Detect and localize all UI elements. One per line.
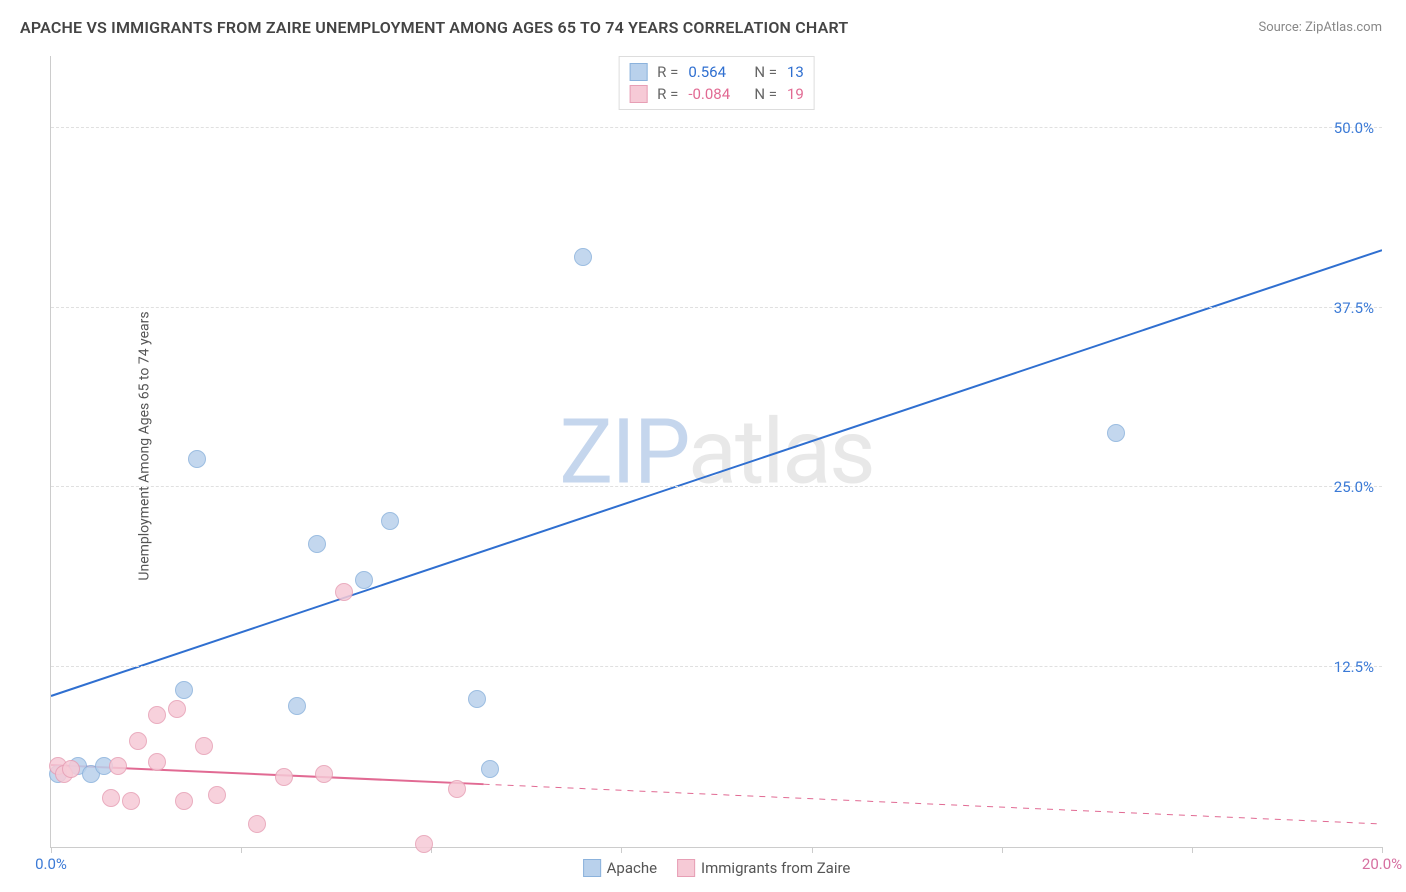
watermark: ZIPatlas (559, 399, 873, 504)
watermark-zip: ZIP (559, 399, 688, 504)
r-value-zaire: -0.084 (688, 85, 744, 103)
data-point-zaire (148, 706, 166, 724)
data-point-zaire (102, 789, 120, 807)
x-tick-label: 20.0% (1362, 855, 1402, 873)
legend-label-zaire: Immigrants from Zaire (701, 859, 850, 877)
data-point-apache (355, 571, 373, 589)
data-point-zaire (175, 792, 193, 810)
legend-stats-row-zaire: R = -0.084 N = 19 (629, 83, 804, 105)
n-label: N = (754, 85, 777, 103)
grid-line (51, 127, 1382, 128)
trend-lines (51, 56, 1382, 847)
x-tick (1382, 847, 1383, 853)
chart-title: APACHE VS IMMIGRANTS FROM ZAIRE UNEMPLOY… (20, 18, 848, 37)
y-tick-label: 12.5% (1334, 658, 1374, 676)
data-point-zaire (109, 757, 127, 775)
source-label: Source: ZipAtlas.com (1258, 20, 1382, 35)
data-point-zaire (168, 700, 186, 718)
data-point-apache (188, 450, 206, 468)
y-tick-label: 25.0% (1334, 478, 1374, 496)
legend-stats: R = 0.564 N = 13 R = -0.084 N = 19 (618, 56, 815, 110)
legend-item-zaire: Immigrants from Zaire (677, 859, 850, 877)
grid-line (51, 307, 1382, 308)
swatch-zaire (629, 85, 647, 103)
data-point-apache (175, 681, 193, 699)
n-value-zaire: 19 (787, 85, 804, 103)
data-point-zaire (335, 583, 353, 601)
data-point-zaire (62, 760, 80, 778)
x-tick (51, 847, 52, 853)
n-value-apache: 13 (787, 63, 804, 81)
data-point-apache (468, 690, 486, 708)
data-point-zaire (129, 732, 147, 750)
legend-label-apache: Apache (607, 859, 657, 877)
grid-line (51, 666, 1382, 667)
r-label: R = (657, 85, 678, 103)
data-point-zaire (122, 792, 140, 810)
legend-item-apache: Apache (583, 859, 657, 877)
data-point-zaire (248, 815, 266, 833)
data-point-apache (481, 760, 499, 778)
n-label: N = (754, 63, 777, 81)
data-point-apache (1107, 424, 1125, 442)
data-point-zaire (195, 737, 213, 755)
data-point-zaire (275, 768, 293, 786)
data-point-apache (288, 697, 306, 715)
y-tick-label: 50.0% (1334, 119, 1374, 137)
data-point-zaire (148, 753, 166, 771)
plot-area: ZIPatlas R = 0.564 N = 13 R = -0.084 N =… (50, 56, 1382, 848)
data-point-zaire (448, 780, 466, 798)
x-tick (1002, 847, 1003, 853)
x-tick (241, 847, 242, 853)
grid-line (51, 486, 1382, 487)
legend-series: Apache Immigrants from Zaire (583, 859, 851, 877)
swatch-apache (629, 63, 647, 81)
x-tick (1192, 847, 1193, 853)
data-point-zaire (208, 786, 226, 804)
x-tick-label: 0.0% (35, 855, 67, 873)
y-tick-label: 37.5% (1334, 299, 1374, 317)
watermark-atlas: atlas (688, 399, 874, 504)
data-point-apache (574, 248, 592, 266)
data-point-zaire (415, 835, 433, 853)
x-tick (812, 847, 813, 853)
swatch-apache (583, 859, 601, 877)
data-point-apache (308, 535, 326, 553)
r-label: R = (657, 63, 678, 81)
data-point-zaire (315, 765, 333, 783)
x-tick (621, 847, 622, 853)
swatch-zaire (677, 859, 695, 877)
data-point-apache (381, 512, 399, 530)
legend-stats-row-apache: R = 0.564 N = 13 (629, 61, 804, 83)
r-value-apache: 0.564 (688, 63, 744, 81)
